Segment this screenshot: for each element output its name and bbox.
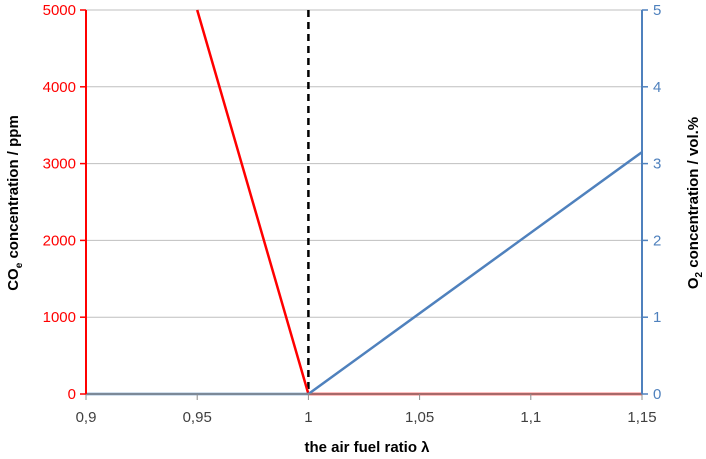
y-left-tick-label: 3000 — [43, 156, 76, 173]
grid-lines — [86, 9, 642, 318]
x-tick-label: 1,1 — [520, 409, 541, 426]
y-right-tick-label: 1 — [653, 309, 661, 326]
x-axis-title: the air fuel ratio λ — [304, 439, 430, 456]
y-right-tick-label: 2 — [653, 232, 661, 249]
y-right-tick-label: 5 — [653, 2, 661, 19]
y-axis-left-title: COe concentration / ppm — [5, 115, 25, 291]
y-axis-left-title-sub: e — [14, 262, 25, 268]
y-right-tick-label: 3 — [653, 156, 661, 173]
y-right-tick-label: 4 — [653, 79, 661, 96]
y-axis-left-title-rest: concentration / ppm — [5, 115, 22, 263]
y-axis-right-title-sub: 2 — [694, 271, 705, 277]
axes — [80, 9, 648, 400]
y-right-tick-label: 0 — [653, 386, 661, 403]
x-tick-label: 1 — [304, 409, 312, 426]
series-line-o2 — [86, 151, 643, 396]
x-tick-label: 1,15 — [627, 409, 656, 426]
x-tick-label: 0,9 — [76, 409, 97, 426]
y-axis-right-title-main: O — [685, 277, 702, 289]
y-left-tick-label: 4000 — [43, 79, 76, 96]
tick-labels: 0,9 0,95 1 1,05 1,1 1,15 0 1000 2000 3000 4000 5000… — [43, 2, 662, 426]
y-left-tick-label: 2000 — [43, 232, 76, 249]
y-axis-right-title: O2 concentration / vol.% — [685, 117, 705, 289]
x-tick-label: 0,95 — [183, 409, 212, 426]
series-layer — [86, 9, 643, 396]
y-left-tick-label: 0 — [68, 386, 76, 403]
x-tick-label: 1,05 — [405, 409, 434, 426]
y-axis-right-title-rest: concentration / vol.% — [685, 117, 702, 272]
y-left-tick-label: 5000 — [43, 2, 76, 19]
y-axis-left-title-main: CO — [5, 268, 22, 291]
y-left-tick-label: 1000 — [43, 309, 76, 326]
